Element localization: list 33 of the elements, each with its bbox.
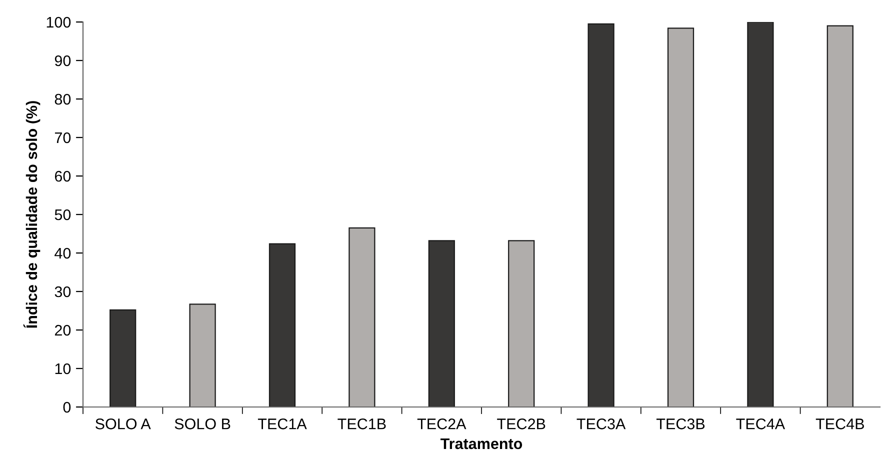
- bar: [110, 309, 136, 407]
- x-tick-label: TEC3B: [656, 418, 705, 430]
- y-tick-label: 40: [54, 248, 71, 259]
- y-axis-title: Índice de qualidade do solo (%): [23, 101, 40, 328]
- x-tick-label: TEC2B: [497, 418, 546, 430]
- y-tick-label: 80: [54, 94, 71, 105]
- bar: [588, 23, 614, 407]
- bar: [428, 240, 455, 407]
- bar: [826, 25, 854, 407]
- bar: [348, 227, 376, 407]
- x-tick-label: SOLO A: [96, 418, 151, 430]
- bar: [667, 28, 694, 407]
- y-tick-label: 60: [54, 170, 71, 182]
- y-tick-label: 20: [54, 324, 71, 336]
- y-tick-label: 100: [46, 16, 71, 28]
- bar: [747, 22, 774, 407]
- bar: [189, 304, 216, 407]
- x-tick-label: TEC4A: [736, 418, 786, 430]
- x-tick-label: TEC4B: [816, 418, 864, 430]
- x-tick-label: TEC1A: [258, 418, 307, 430]
- x-tick-label: TEC2A: [417, 418, 466, 430]
- y-tick-label: 90: [54, 55, 71, 66]
- y-tick-label: 0: [63, 402, 71, 413]
- y-tick-label: 50: [54, 209, 71, 220]
- y-tick-label: 10: [55, 363, 71, 374]
- bar: [268, 243, 296, 407]
- x-tick-label: TEC3A: [576, 418, 626, 430]
- bar: [508, 240, 535, 407]
- x-axis-title: Tratamento: [440, 438, 522, 450]
- x-tick-label: SOLO B: [174, 418, 230, 430]
- x-tick-label: TEC1B: [338, 418, 386, 430]
- y-tick-label: 30: [54, 286, 71, 298]
- y-tick-label: 70: [54, 132, 71, 144]
